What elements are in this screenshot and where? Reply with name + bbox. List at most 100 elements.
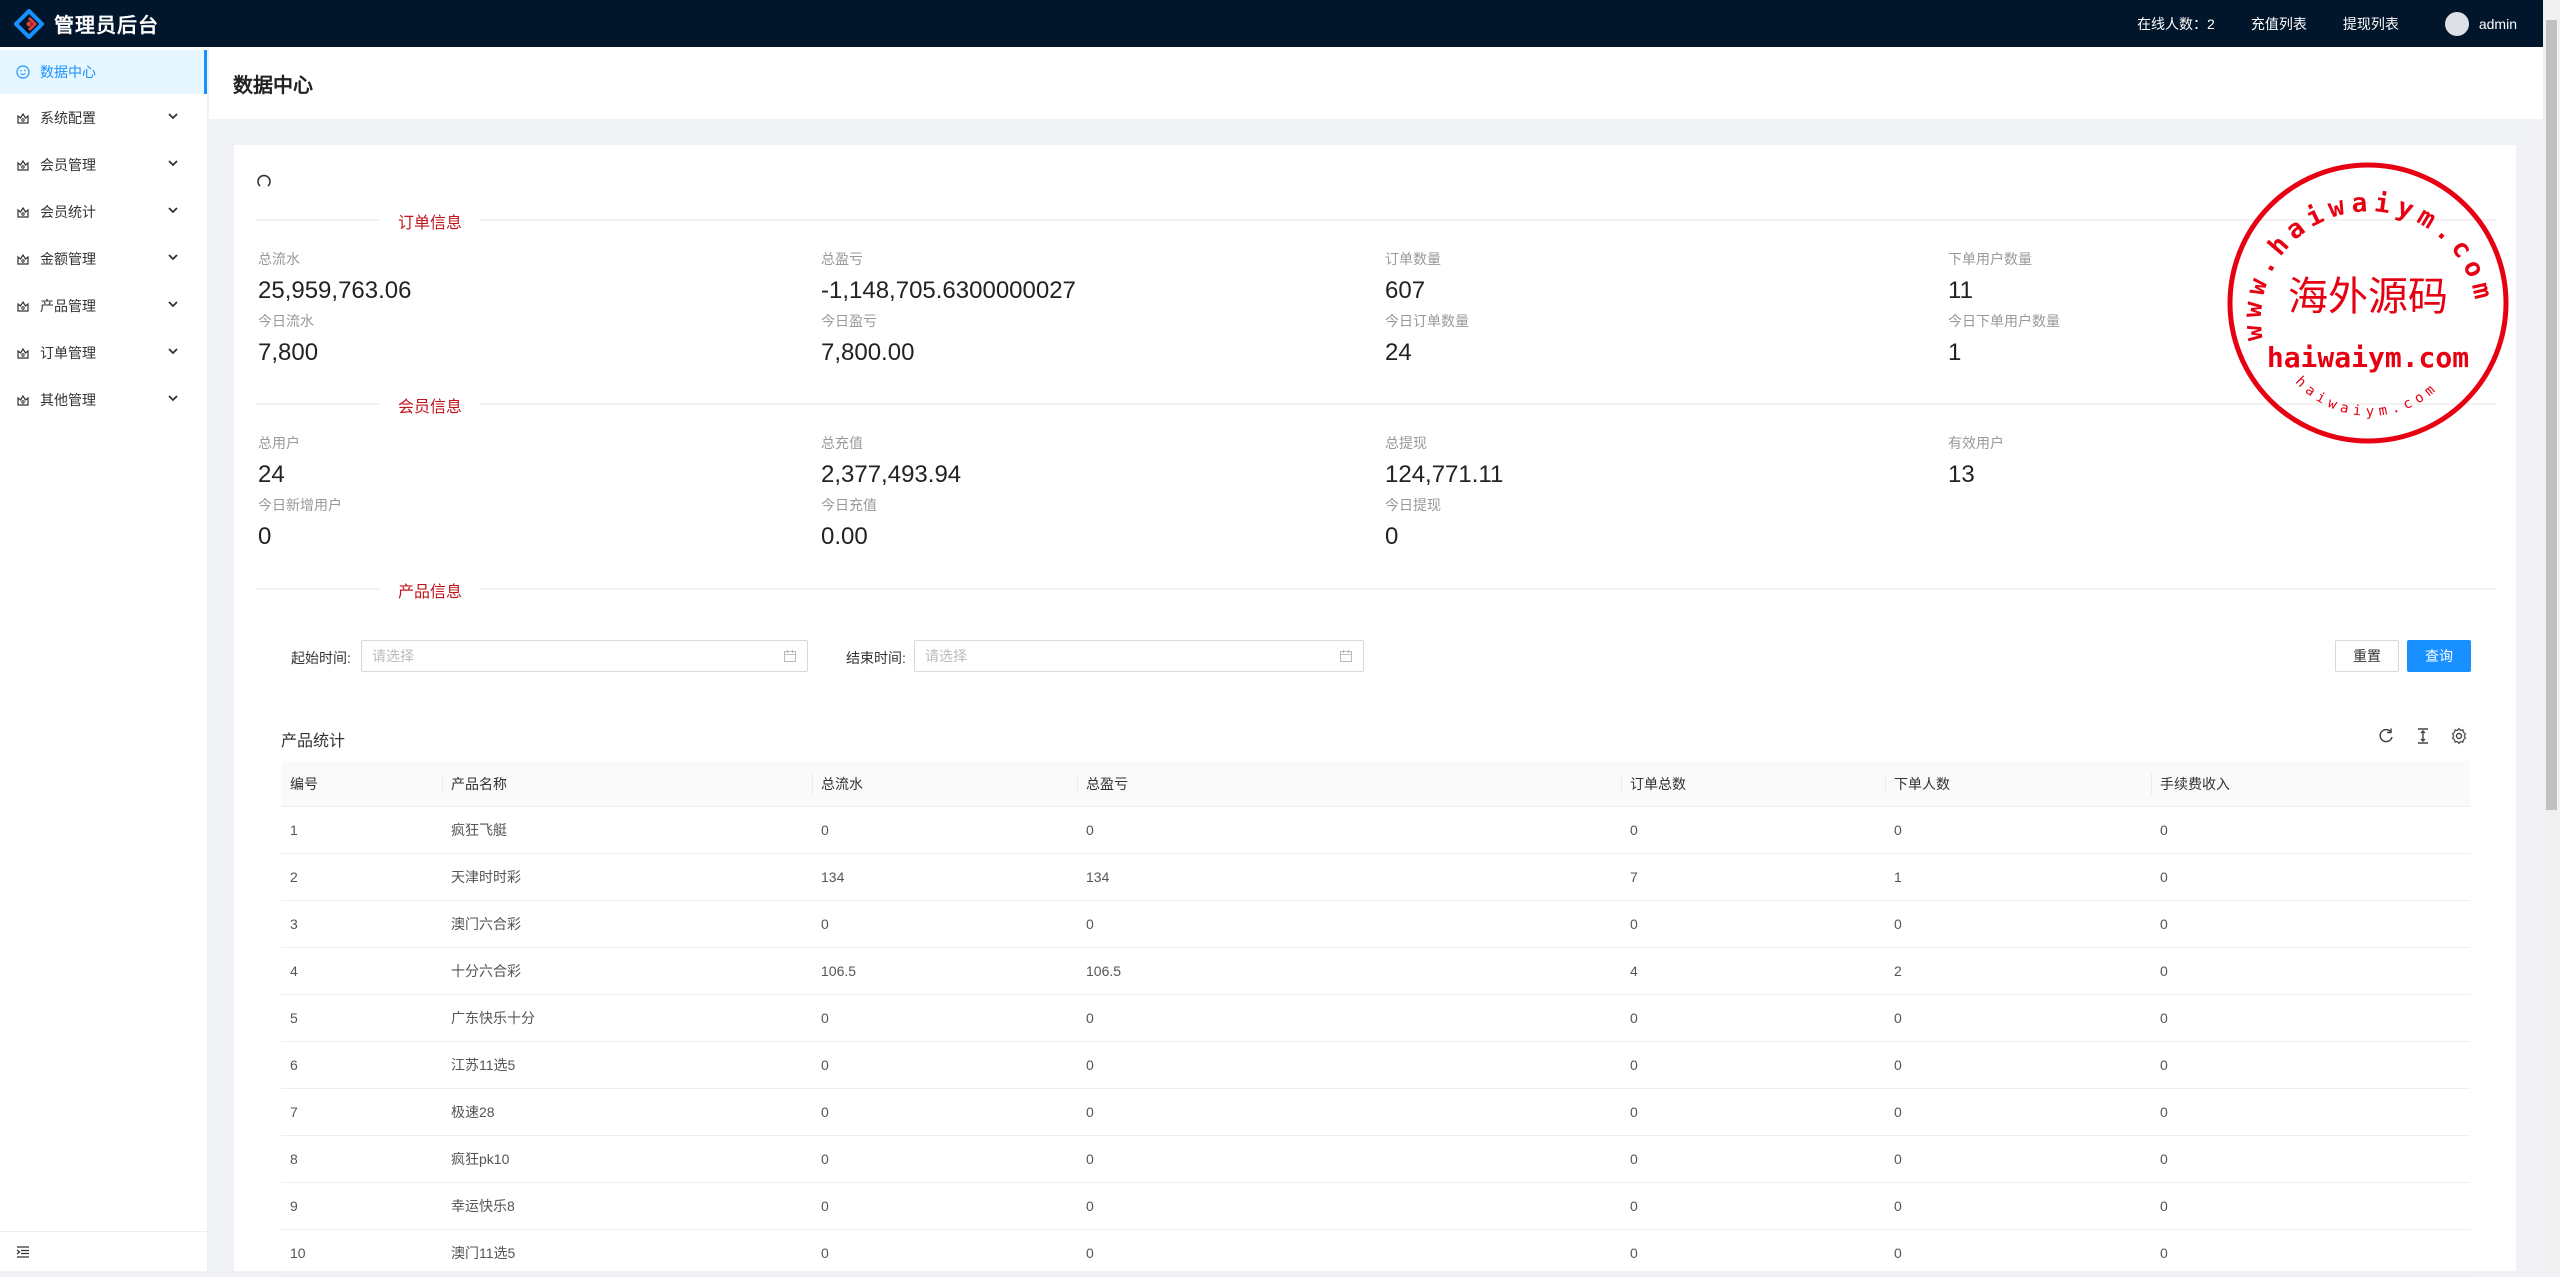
start-time-input[interactable]: 请选择 [361, 640, 808, 672]
table-cell: 7 [1630, 869, 1638, 885]
collapse-sidebar-button[interactable] [0, 1231, 208, 1271]
stat-label: 总用户 [258, 435, 300, 451]
section-title-order: 订单信息 [380, 209, 481, 233]
avatar[interactable] [2444, 11, 2469, 36]
crown-icon [17, 206, 29, 218]
table-cell: 0 [1086, 1057, 1094, 1073]
column-header[interactable]: 总流水 [812, 761, 1077, 806]
table-cell: 0 [821, 916, 829, 932]
table-row[interactable]: 5 广东快乐十分 0 0 0 0 0 [281, 995, 2470, 1042]
query-button[interactable]: 查询 [2407, 640, 2471, 672]
table-cell: 0 [1086, 1245, 1094, 1261]
stat-today-label: 今日充值 [821, 497, 877, 513]
sidebar-item-5[interactable]: 产品管理 [0, 282, 207, 329]
table-row[interactable]: 4 十分六合彩 106.5 106.5 4 2 0 [281, 948, 2470, 995]
start-time-label: 起始时间: [291, 650, 351, 666]
sidebar-item-7[interactable]: 其他管理 [0, 376, 207, 423]
crown-icon [17, 112, 29, 124]
settings-icon[interactable] [2450, 727, 2468, 745]
table-row[interactable]: 2 天津时时彩 134 134 7 1 0 [281, 854, 2470, 901]
reload-icon[interactable] [256, 173, 272, 189]
column-header[interactable]: 产品名称 [442, 761, 812, 806]
column-header[interactable]: 订单总数 [1621, 761, 1885, 806]
table-cell: 0 [1086, 1151, 1094, 1167]
page-title: 数据中心 [233, 74, 313, 97]
table-cell: 9 [290, 1198, 298, 1214]
sidebar-item-3[interactable]: 会员统计 [0, 188, 207, 235]
stat-member_stats-3: 有效用户 13 [1948, 433, 2004, 489]
stat-label: 下单用户数量 [1948, 251, 2032, 267]
table-cell: 极速28 [451, 1104, 495, 1120]
table-cell: 十分六合彩 [451, 963, 521, 979]
table-cell: 0 [821, 822, 829, 838]
withdraw-list-link[interactable]: 提现列表 [2342, 15, 2399, 32]
page-scrollbar[interactable] [2543, 0, 2560, 1271]
end-time-input[interactable]: 请选择 [914, 640, 1364, 672]
stat-label: 总提现 [1385, 435, 1427, 451]
table-cell: 0 [1630, 1104, 1638, 1120]
sidebar-item-label: 其他管理 [40, 391, 96, 408]
reset-button[interactable]: 重置 [2335, 640, 2399, 672]
stat-label: 订单数量 [1385, 251, 1441, 267]
table-row[interactable]: 7 极速28 0 0 0 0 0 [281, 1089, 2470, 1136]
table-cell: 0 [1894, 822, 1902, 838]
stat-label: 总流水 [258, 251, 300, 267]
table-cell: 0 [1086, 1198, 1094, 1214]
stat-value: 124,771.11 [1385, 461, 1504, 488]
table-cell: 天津时时彩 [451, 869, 521, 885]
logo-icon [14, 8, 44, 39]
sidebar-item-2[interactable]: 会员管理 [0, 141, 207, 188]
table-row[interactable]: 6 江苏11选5 0 0 0 0 0 [281, 1042, 2470, 1089]
table-cell: 0 [2160, 1104, 2168, 1120]
table-cell: 4 [290, 963, 298, 979]
recharge-list-link[interactable]: 充值列表 [2250, 15, 2307, 32]
table-row[interactable]: 1 疯狂飞艇 0 0 0 0 0 [281, 807, 2470, 854]
table-row[interactable]: 8 疯狂pk10 0 0 0 0 0 [281, 1136, 2470, 1183]
sidebar-item-0[interactable]: 数据中心 [0, 50, 207, 94]
chevron-down-icon [168, 160, 178, 167]
table-cell: 0 [1630, 1198, 1638, 1214]
column-header[interactable]: 编号 [290, 775, 318, 792]
stat-value: 607 [1385, 277, 1426, 304]
table-cell: 0 [1086, 822, 1094, 838]
sidebar-item-label: 金额管理 [40, 250, 96, 267]
table-row[interactable]: 10 澳门11选5 0 0 0 0 0 [281, 1230, 2470, 1277]
table-cell: 0 [1894, 1151, 1902, 1167]
column-header[interactable]: 下单人数 [1885, 761, 2151, 806]
column-height-icon[interactable] [2414, 727, 2432, 745]
table-cell: 1 [1894, 869, 1902, 885]
stat-value: -1,148,705.6300000027 [821, 277, 1076, 304]
table-cell: 0 [2160, 1010, 2168, 1026]
column-header[interactable]: 总盈亏 [1077, 761, 1621, 806]
sidebar-item-1[interactable]: 系统配置 [0, 94, 207, 141]
table-cell: 106.5 [821, 963, 857, 979]
sidebar-item-4[interactable]: 金额管理 [0, 235, 207, 282]
table-cell: 澳门六合彩 [451, 916, 521, 932]
crown-icon [17, 159, 29, 171]
stat-today-value: 7,800 [258, 339, 319, 366]
chevron-down-icon [168, 113, 178, 120]
table-cell: 0 [1894, 1057, 1902, 1073]
stat-today-value: 0 [1385, 523, 1399, 550]
refresh-icon[interactable] [2377, 727, 2395, 745]
stat-today-value: 1 [1948, 339, 1962, 366]
table-row[interactable]: 3 澳门六合彩 0 0 0 0 0 [281, 901, 2470, 948]
table-title: 产品统计 [281, 733, 346, 750]
calendar-icon [784, 650, 796, 662]
stat-order_stats-0: 总流水 25,959,763.06 今日流水 7,800 [258, 249, 411, 367]
sidebar-item-label: 系统配置 [40, 109, 96, 126]
stat-today-label: 今日盈亏 [821, 313, 877, 329]
table-cell: 0 [2160, 1151, 2168, 1167]
column-header[interactable]: 手续费收入 [2151, 761, 2470, 806]
chevron-down-icon [168, 301, 178, 308]
logo[interactable]: 管理员后台 [14, 8, 159, 39]
table-cell: 0 [1630, 916, 1638, 932]
table-cell: 0 [2160, 1198, 2168, 1214]
sidebar-item-6[interactable]: 订单管理 [0, 329, 207, 376]
username[interactable]: admin [2478, 15, 2517, 32]
table-row[interactable]: 9 幸运快乐8 0 0 0 0 0 [281, 1183, 2470, 1230]
scrollbar-thumb[interactable] [2546, 20, 2557, 810]
stat-order_stats-1: 总盈亏 -1,148,705.6300000027 今日盈亏 7,800.00 [821, 249, 1076, 367]
table-cell: 10 [290, 1245, 306, 1261]
stat-value: 11 [1948, 277, 1973, 304]
